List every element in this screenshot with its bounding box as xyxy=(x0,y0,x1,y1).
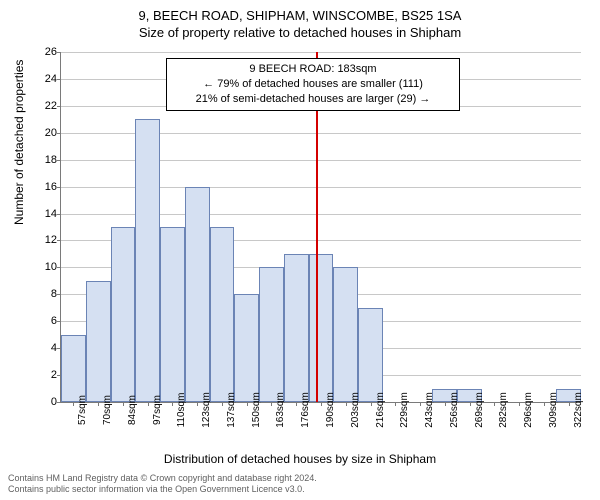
ytick-label: 24 xyxy=(33,73,57,85)
histogram-bar xyxy=(284,254,309,402)
page-title-line1: 9, BEECH ROAD, SHIPHAM, WINSCOMBE, BS25 … xyxy=(0,0,600,23)
histogram-bar xyxy=(135,119,160,402)
xtick-mark xyxy=(148,402,149,406)
ytick-mark xyxy=(57,214,61,215)
ytick-label: 16 xyxy=(33,181,57,193)
ytick-label: 6 xyxy=(33,315,57,327)
gridline xyxy=(61,52,581,53)
histogram-bar xyxy=(358,308,383,402)
ytick-label: 0 xyxy=(33,396,57,408)
xtick-mark xyxy=(321,402,322,406)
x-axis-label: Distribution of detached houses by size … xyxy=(0,452,600,466)
ytick-mark xyxy=(57,294,61,295)
xtick-mark xyxy=(371,402,372,406)
xtick-mark xyxy=(420,402,421,406)
xtick-mark xyxy=(222,402,223,406)
ytick-mark xyxy=(57,133,61,134)
annotation-line2: ← 79% of detached houses are smaller (11… xyxy=(173,77,453,92)
histogram-chart: 0246810121416182022242657sqm70sqm84sqm97… xyxy=(60,52,581,403)
ytick-label: 20 xyxy=(33,127,57,139)
footer-line2: Contains public sector information via t… xyxy=(8,484,592,496)
xtick-mark xyxy=(98,402,99,406)
histogram-bar xyxy=(185,187,210,402)
ytick-mark xyxy=(57,187,61,188)
ytick-label: 10 xyxy=(33,261,57,273)
xtick-mark xyxy=(247,402,248,406)
xtick-mark xyxy=(123,402,124,406)
histogram-bar xyxy=(309,254,334,402)
histogram-bar xyxy=(61,335,86,402)
footer-attribution: Contains HM Land Registry data © Crown c… xyxy=(8,473,592,496)
xtick-mark xyxy=(470,402,471,406)
histogram-bar xyxy=(86,281,111,402)
xtick-mark xyxy=(569,402,570,406)
histogram-bar xyxy=(160,227,185,402)
ytick-label: 14 xyxy=(33,208,57,220)
ytick-label: 26 xyxy=(33,46,57,58)
ytick-mark xyxy=(57,52,61,53)
annotation-line1: 9 BEECH ROAD: 183sqm xyxy=(173,62,453,77)
histogram-bar xyxy=(210,227,235,402)
histogram-bar xyxy=(111,227,136,402)
y-axis-label: Number of detached properties xyxy=(12,60,26,225)
ytick-mark xyxy=(57,160,61,161)
footer-line1: Contains HM Land Registry data © Crown c… xyxy=(8,473,592,485)
annotation-line3: 21% of semi-detached houses are larger (… xyxy=(173,92,453,107)
ytick-label: 4 xyxy=(33,342,57,354)
xtick-mark xyxy=(494,402,495,406)
page-title-line2: Size of property relative to detached ho… xyxy=(0,23,600,40)
ytick-mark xyxy=(57,321,61,322)
xtick-mark xyxy=(544,402,545,406)
histogram-bar xyxy=(333,267,358,402)
xtick-mark xyxy=(519,402,520,406)
xtick-mark xyxy=(395,402,396,406)
ytick-mark xyxy=(57,267,61,268)
xtick-mark xyxy=(296,402,297,406)
ytick-label: 18 xyxy=(33,154,57,166)
ytick-label: 8 xyxy=(33,288,57,300)
ytick-label: 2 xyxy=(33,369,57,381)
ytick-mark xyxy=(57,106,61,107)
xtick-mark xyxy=(197,402,198,406)
histogram-bar xyxy=(259,267,284,402)
xtick-mark xyxy=(172,402,173,406)
ytick-mark xyxy=(57,402,61,403)
xtick-mark xyxy=(346,402,347,406)
annotation-box: 9 BEECH ROAD: 183sqm← 79% of detached ho… xyxy=(166,58,460,111)
xtick-mark xyxy=(73,402,74,406)
histogram-bar xyxy=(234,294,259,402)
ytick-label: 22 xyxy=(33,100,57,112)
xtick-mark xyxy=(271,402,272,406)
ytick-label: 12 xyxy=(33,234,57,246)
xtick-mark xyxy=(445,402,446,406)
ytick-mark xyxy=(57,79,61,80)
ytick-mark xyxy=(57,240,61,241)
